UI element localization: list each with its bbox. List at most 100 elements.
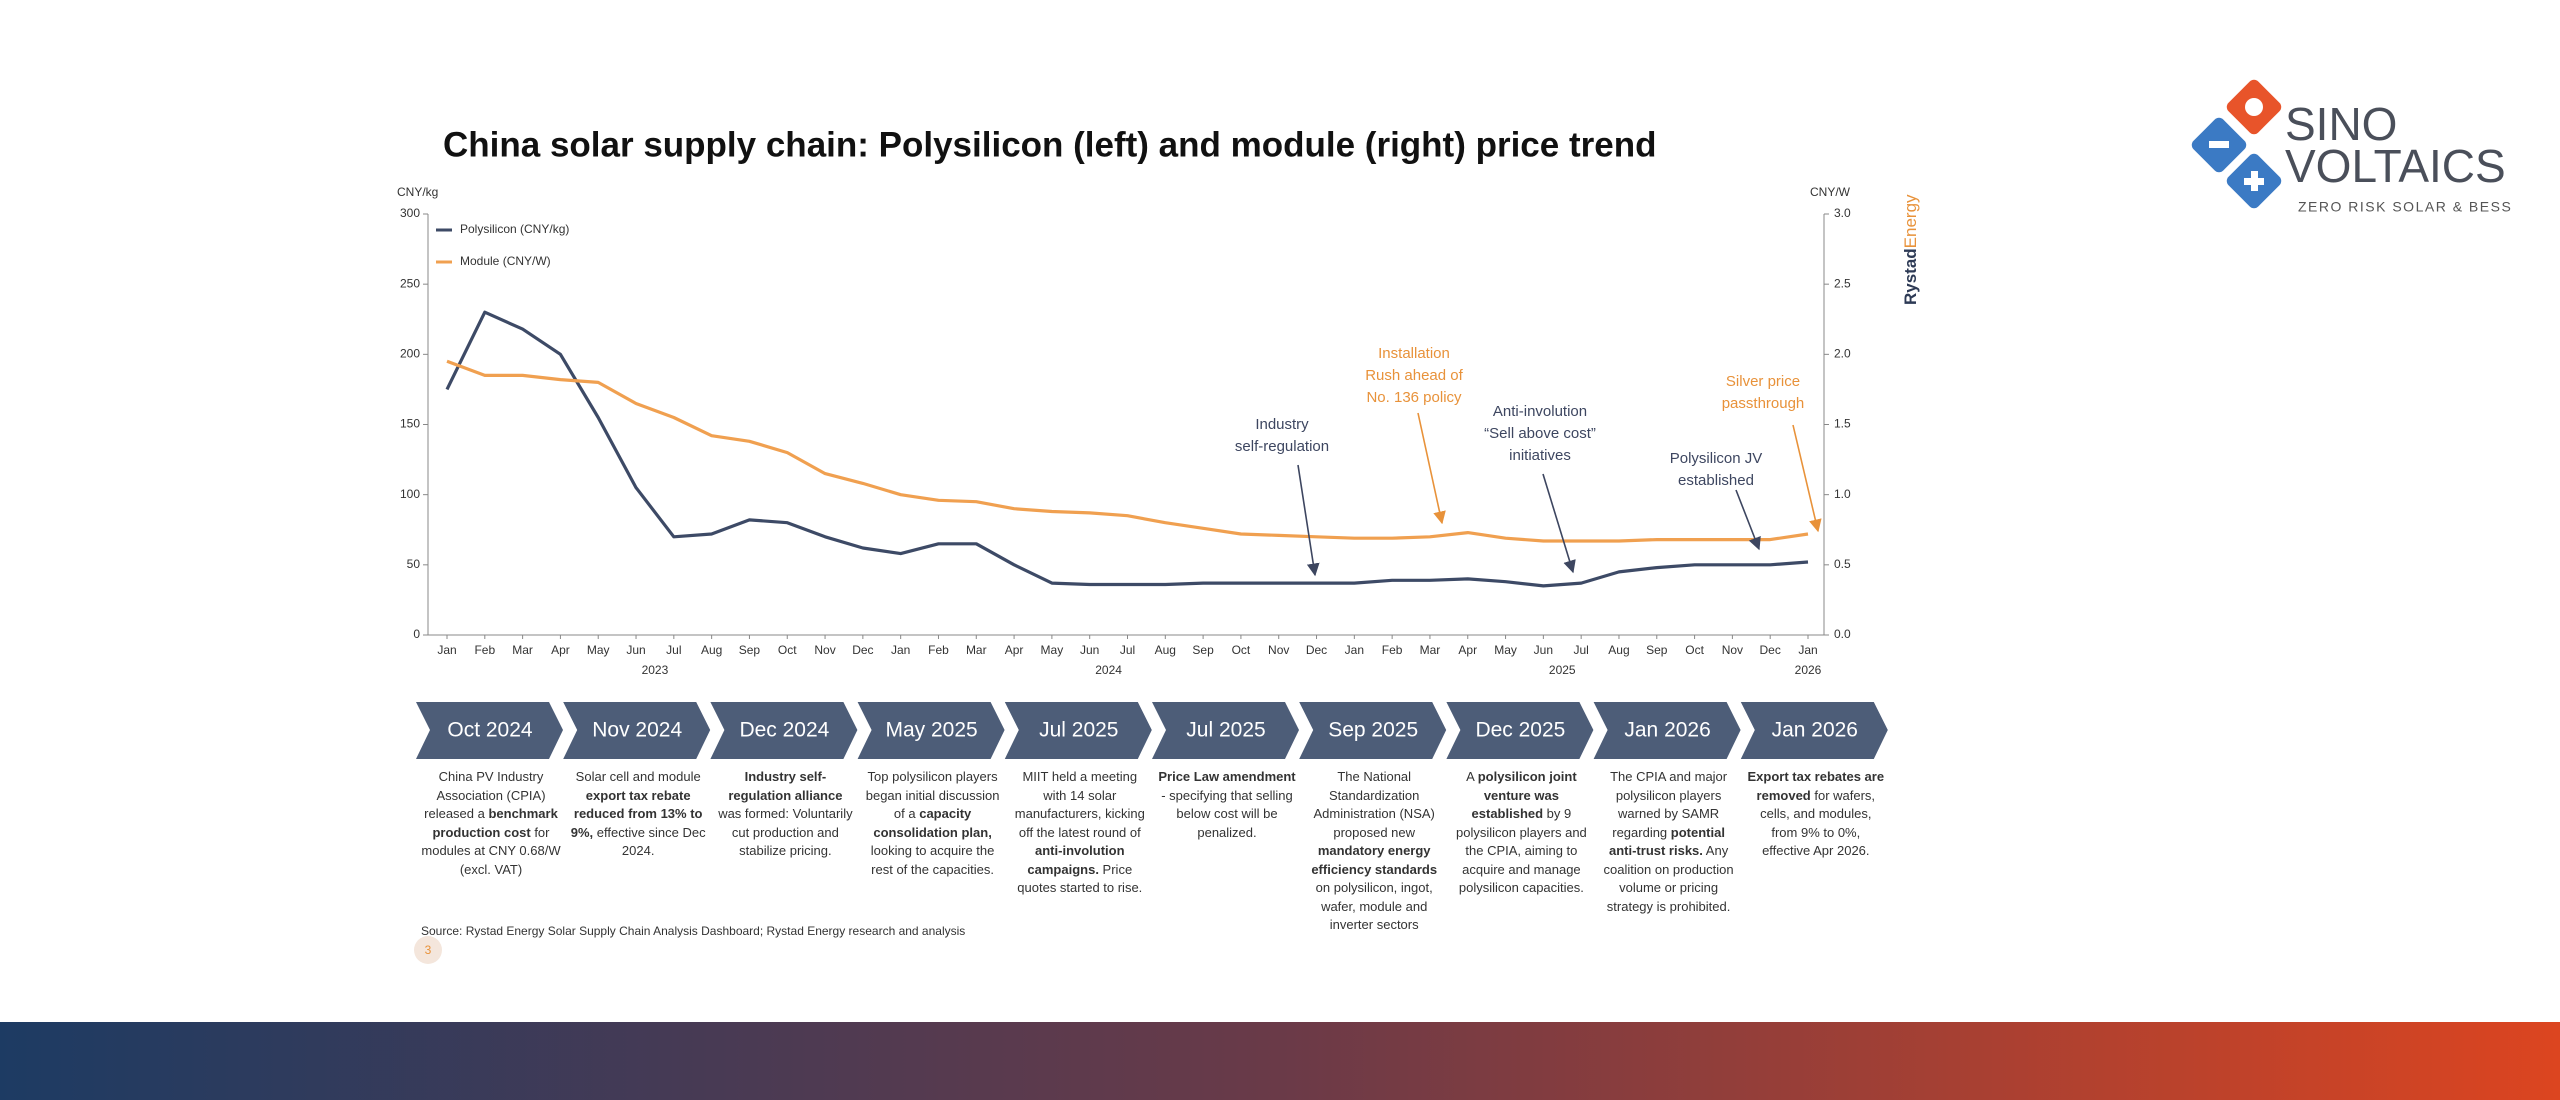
year-label: 2024 bbox=[1095, 663, 1122, 677]
desc-text: Top polysilicon players began initial di… bbox=[865, 769, 1000, 821]
timeline-date: Nov 2024 bbox=[592, 719, 682, 742]
x-tick-label: Apr bbox=[1458, 643, 1477, 657]
y2-tick-label: 1.5 bbox=[1834, 417, 1851, 431]
desc-text: The National Standardization Administrat… bbox=[1313, 769, 1435, 840]
desc-text: Price Law amendment bbox=[1158, 769, 1296, 784]
x-tick-label: May bbox=[1041, 643, 1064, 657]
timeline-chevron bbox=[710, 702, 858, 759]
timeline-desc: Export tax rebates are removed for wafer… bbox=[1746, 768, 1886, 861]
desc-text: Price quotes started to rise. bbox=[1017, 861, 1143, 896]
y-axis-label: CNY/kg bbox=[397, 185, 438, 199]
year-label: 2023 bbox=[642, 663, 669, 677]
annotation: Anti-involution bbox=[1493, 403, 1587, 420]
annotation: initiatives bbox=[1509, 447, 1571, 464]
x-tick-label: Jul bbox=[666, 643, 681, 657]
series-line bbox=[446, 359, 1809, 543]
timeline-chevron bbox=[1152, 702, 1299, 759]
annotation-arrow bbox=[1792, 424, 1822, 533]
y2-tick-label: 0.5 bbox=[1834, 557, 1851, 571]
timeline-date: Jul 2025 bbox=[1186, 719, 1265, 742]
timeline-date: Sep 2025 bbox=[1328, 719, 1418, 742]
x-tick-label: Mar bbox=[1420, 643, 1441, 657]
timeline-desc: A polysilicon joint venture was establis… bbox=[1451, 768, 1591, 898]
timeline-chevron bbox=[416, 702, 563, 759]
desc-text: effective since Dec 2024. bbox=[593, 824, 706, 859]
y-tick-label: 100 bbox=[400, 487, 420, 501]
desc-text: mandatory energy efficiency standards bbox=[1311, 843, 1438, 877]
brand-part: Energy bbox=[1901, 194, 1920, 248]
x-tick-label: Nov bbox=[814, 643, 835, 657]
x-tick-label: May bbox=[1494, 643, 1517, 657]
x-tick-label: Mar bbox=[512, 643, 533, 657]
annotation: Installation bbox=[1378, 345, 1450, 362]
y-tick-label: 50 bbox=[407, 557, 421, 571]
timeline-chevron bbox=[1004, 702, 1152, 759]
x-tick-label: Aug bbox=[1155, 643, 1176, 657]
timeline-desc: The CPIA and major polysilicon players w… bbox=[1599, 768, 1739, 916]
y2-tick-label: 0.0 bbox=[1834, 627, 1851, 641]
y-tick-label: 250 bbox=[400, 276, 420, 290]
x-tick-label: Jun bbox=[1080, 643, 1099, 657]
annotation-arrow bbox=[1542, 473, 1576, 574]
x-tick-label: Mar bbox=[966, 643, 987, 657]
annotation: Industry bbox=[1255, 416, 1309, 433]
x-tick-label: Jan bbox=[1345, 643, 1364, 657]
logo: SINO VOLTAICS ZERO RISK SOLAR & BESS bbox=[2191, 79, 2511, 215]
x-tick-label: Jan bbox=[437, 643, 456, 657]
x-tick-label: Oct bbox=[1685, 643, 1704, 657]
annotation-arrow bbox=[1297, 464, 1320, 577]
desc-text: polysilicon joint venture was establishe… bbox=[1471, 769, 1577, 821]
page-badge bbox=[414, 936, 442, 964]
desc-text: potential anti-trust risks. bbox=[1608, 824, 1725, 859]
annotation: Polysilicon JV bbox=[1670, 450, 1763, 467]
timeline-date: Jul 2025 bbox=[1039, 719, 1118, 742]
timeline-date: Dec 2024 bbox=[739, 719, 829, 742]
desc-text: anti-involution campaigns. bbox=[1027, 843, 1125, 877]
desc-text: looking to acquire the rest of the capac… bbox=[870, 843, 995, 877]
desc-text: was formed: Voluntarily cut production a… bbox=[718, 806, 853, 858]
y2-tick-label: 2.0 bbox=[1834, 347, 1851, 361]
desc-text: Any coalition on production volume or pr… bbox=[1603, 843, 1734, 914]
brand-part: Rystad bbox=[1901, 248, 1920, 305]
y2-tick-label: 1.0 bbox=[1834, 487, 1851, 501]
timeline-date: Jan 2026 bbox=[1624, 719, 1710, 742]
desc-text: for modules at CNY 0.68/W (excl. VAT) bbox=[421, 824, 561, 877]
x-tick-label: Jan bbox=[891, 643, 910, 657]
x-tick-label: Sep bbox=[739, 643, 761, 657]
desc-text: Solar cell and module bbox=[575, 769, 701, 784]
y-tick-label: 200 bbox=[400, 347, 420, 361]
x-tick-label: Apr bbox=[551, 643, 570, 657]
x-tick-label: Dec bbox=[1760, 643, 1781, 657]
timeline-date: Dec 2025 bbox=[1475, 719, 1565, 742]
timeline-date: Oct 2024 bbox=[447, 719, 533, 742]
desc-text: capacity consolidation plan, bbox=[873, 806, 992, 840]
brand: RystadEnergy bbox=[1901, 194, 1920, 305]
y2-tick-label: 3.0 bbox=[1834, 206, 1851, 220]
timeline-chevron bbox=[1740, 702, 1888, 759]
x-tick-label: Oct bbox=[1232, 643, 1251, 657]
desc-text: China PV Industry Association (CPIA) rel… bbox=[424, 769, 546, 821]
timeline-chevron bbox=[1299, 702, 1447, 759]
x-tick-label: Nov bbox=[1722, 643, 1743, 657]
legend-label: Module (CNY/W) bbox=[460, 254, 551, 268]
logo-sun bbox=[2245, 98, 2263, 116]
timeline-desc: MIIT held a meeting with 14 solar manufa… bbox=[1010, 768, 1150, 898]
x-tick-label: Sep bbox=[1646, 643, 1668, 657]
x-tick-label: Dec bbox=[1306, 643, 1327, 657]
x-tick-label: Jul bbox=[1573, 643, 1588, 657]
annotation: No. 136 policy bbox=[1366, 389, 1462, 406]
x-tick-label: Feb bbox=[474, 643, 495, 657]
x-tick-label: Jul bbox=[1120, 643, 1135, 657]
desc-text: for wafers, cells, and modules, from 9% … bbox=[1760, 787, 1876, 859]
series-line bbox=[445, 310, 1809, 588]
desc-text: The CPIA and major polysilicon players w… bbox=[1610, 769, 1728, 840]
annotation: “Sell above cost” bbox=[1484, 425, 1596, 442]
timeline-date: Jan 2026 bbox=[1772, 719, 1858, 742]
annotation: passthrough bbox=[1722, 395, 1805, 412]
x-tick-label: Jun bbox=[626, 643, 645, 657]
x-tick-label: Apr bbox=[1005, 643, 1024, 657]
logo-text: VOLTAICS bbox=[2285, 140, 2506, 192]
x-tick-label: Jan bbox=[1798, 643, 1817, 657]
desc-text: - specifying that selling below cost wil… bbox=[1161, 787, 1293, 840]
